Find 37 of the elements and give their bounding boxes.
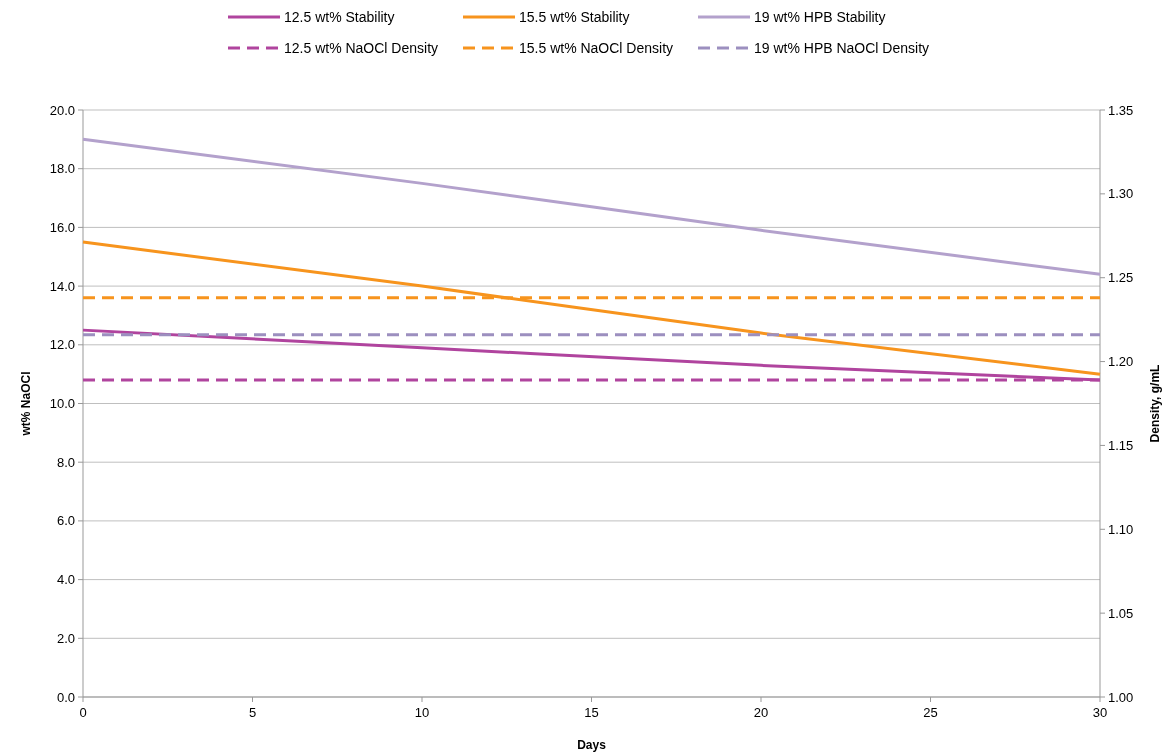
legend-label: 19 wt% HPB Stability	[754, 8, 886, 25]
y-tick-label: 2.0	[56, 630, 75, 646]
y2-tick-label: 1.10	[1108, 521, 1134, 537]
y-tick-label: 12.0	[49, 337, 75, 353]
y-tick-label: 4.0	[56, 572, 75, 588]
y-tick-label: 8.0	[56, 454, 75, 470]
y2-tick-label: 1.25	[1108, 270, 1134, 286]
line-series	[81, 240, 1102, 376]
y2-tick-label: 1.00	[1108, 689, 1134, 705]
y-tick-label: 0.0	[56, 689, 75, 705]
x-tick-label: 10	[414, 705, 430, 720]
line-series	[81, 137, 1102, 276]
x-tick-label: 25	[923, 705, 938, 720]
x-tick-label: 30	[1092, 705, 1108, 720]
y2-tick-label: 1.05	[1108, 605, 1134, 621]
legend-label: 19 wt% HPB NaOCl Density	[754, 39, 930, 56]
y-axis-title: wt% NaOCl	[19, 371, 33, 437]
legend-label: 12.5 wt% NaOCl Density	[284, 39, 439, 56]
legend-label: 15.5 wt% Stability	[519, 8, 630, 25]
y-tick-label: 16.0	[49, 219, 75, 235]
y2-tick-label: 1.30	[1108, 186, 1134, 202]
y2-tick-label: 1.35	[1108, 102, 1134, 118]
y-tick-label: 14.0	[49, 278, 75, 294]
x-tick-label: 15	[584, 705, 599, 720]
legend-label: 15.5 wt% NaOCl Density	[519, 39, 674, 56]
y2-axis-title: Density, g/mL	[1148, 364, 1162, 443]
y2-tick-label: 1.20	[1108, 354, 1134, 370]
y-tick-label: 6.0	[56, 513, 75, 529]
y-tick-label: 20.0	[49, 102, 75, 118]
y2-tick-label: 1.15	[1108, 437, 1134, 453]
x-tick-label: 5	[248, 705, 257, 720]
legend-label: 12.5 wt% Stability	[284, 8, 395, 25]
y-tick-label: 18.0	[49, 161, 75, 177]
x-tick-label: 0	[79, 705, 87, 720]
x-axis-title: Days	[577, 738, 607, 752]
y-tick-label: 10.0	[49, 396, 75, 412]
x-tick-label: 20	[753, 705, 769, 720]
